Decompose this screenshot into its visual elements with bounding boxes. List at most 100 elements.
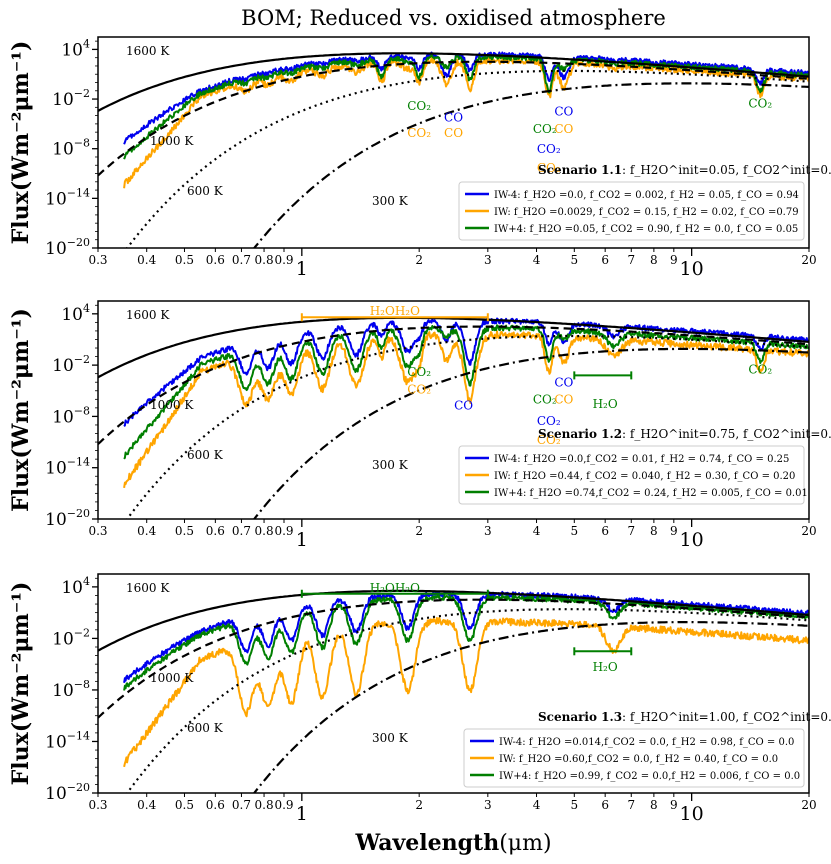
axes-frame [97,300,810,520]
y-tick-exp: −2 [74,353,90,366]
legend-box [458,445,805,505]
y-tick-exp: −2 [74,626,90,639]
x-tick-label: 7 [627,253,635,267]
y-tick-exp: −14 [67,186,90,199]
axes-frame [97,573,810,794]
band-annotation: H₂O [593,397,618,411]
y-tick-exp: −14 [67,456,90,469]
band-annotation: CO₂ [533,393,557,407]
y-tick-exp: 4 [83,37,90,50]
legend-entry-iw: IW: f_H2O =0.60,f_CO2 = 0.0, f_H2 = 0.40… [499,754,778,765]
y-tick-base: 10 [61,40,83,60]
legend-entry-iw-4: IW-4: f_H2O =0.0, f_CO2 = 0.002, f_H2 = … [494,190,799,201]
band-annotation: CO₂ [748,363,772,377]
axes-frame [97,36,810,249]
blackbody-1600k [98,52,809,112]
blackbody-label: 1000 K [150,134,194,148]
h2o-bar-label: H₂OH₂O [370,304,420,318]
y-tick-label: 10−8 [52,678,90,701]
chart-title: BOM; Reduced vs. oxidised atmosphere [241,6,666,30]
x-tick-label: 5 [570,798,578,812]
x-tick-label: 1 [296,529,308,551]
x-tick-label: 9 [670,798,678,812]
y-tick-base: 10 [45,732,67,752]
x-tick-label: 10 [680,803,704,825]
x-axis-label-unit: (μm) [499,831,551,856]
band-annotation: CO₂ [537,161,561,175]
y-axis-label: Flux(Wm⁻²μm⁻¹) [8,308,34,512]
x-tick-label: 8 [650,524,658,538]
x-tick-label: 0.8 [255,253,274,267]
x-tick-label: 2 [415,798,423,812]
h2o-bar-label: H₂OH₂O [370,581,420,595]
x-tick-label: 0.8 [255,524,274,538]
plot-area [98,316,809,519]
x-axis-label-name: Wavelength [354,830,499,856]
y-tick-label: 10−2 [52,353,90,376]
x-tick-label: 0.8 [255,798,274,812]
scenario-fractions: : f_H2O^init=1.00, f_CO2^init=0.0 [622,710,831,724]
y-tick-base: 10 [45,784,67,804]
y-tick-exp: −20 [67,236,90,249]
blackbody-label: 600 K [187,184,224,198]
blackbody-label: 600 K [187,448,224,462]
x-tick-label: 0.4 [137,253,156,267]
blackbody-1000k [98,325,809,445]
scenario-heading: Scenario 1.2: f_H2O^init=0.75, f_CO2^ini… [538,427,831,441]
x-tick-label: 9 [670,253,678,267]
band-annotation: CO₂ [533,122,557,136]
y-tick-label: 10−2 [52,87,90,110]
x-tick-label: 7 [627,524,635,538]
y-tick-label: 10−20 [45,781,90,804]
x-tick-label: 6 [601,798,609,812]
band-annotation: CO [554,122,573,136]
band-annotation: CO [444,126,463,140]
x-tick-label: 7 [627,798,635,812]
blackbody-label: 300 K [372,194,409,208]
y-tick-base: 10 [61,305,83,325]
legend-entry-iw: IW: f_H2O =0.44, f_CO2 = 0.040, f_H2 = 0… [494,471,795,482]
legend-entry-iw+4: IW+4: f_H2O =0.99, f_CO2 = 0.0,f_H2 = 0.… [499,771,800,782]
legend-entry-iw: IW: f_H2O =0.0029, f_CO2 = 0.15, f_H2 = … [494,207,799,218]
x-tick-label: 0.5 [175,253,194,267]
y-tick-base: 10 [45,239,67,259]
y-tick-label: 10−20 [45,507,90,530]
y-tick-label: 10−14 [45,456,90,479]
x-tick-label: 3 [484,524,492,538]
y-tick-base: 10 [61,578,83,598]
y-tick-exp: −8 [74,137,90,150]
spectrum-iw [123,56,809,189]
band-annotation: CO₂ [537,433,561,447]
band-annotation: CO₂ [537,142,561,156]
blackbody-label: 600 K [187,721,224,735]
x-tick-label: 4 [533,253,541,267]
band-annotation: CO₂ [407,365,431,379]
x-tick-label: 1 [296,258,308,280]
plot-area [98,51,809,248]
blackbody-1600k [98,589,809,652]
x-tick-label: 4 [533,798,541,812]
x-tick-label: 20 [801,253,816,267]
band-annotation: CO [554,375,573,389]
blackbody-label: 300 K [372,458,409,472]
y-tick-label: 10−8 [52,137,90,160]
x-tick-label: 0.5 [175,524,194,538]
x-tick-label: 4 [533,524,541,538]
x-tick-label: 20 [801,524,816,538]
x-tick-label: 0.3 [88,798,107,812]
band-annotation: CO₂ [407,99,431,113]
y-tick-base: 10 [45,189,67,209]
legend-box [463,728,805,788]
band-annotation: CO₂ [407,126,431,140]
y-tick-exp: −20 [67,507,90,520]
blackbody-label: 1600 K [126,44,170,58]
y-tick-base: 10 [52,356,74,376]
x-tick-label: 0.4 [137,798,156,812]
x-tick-label: 8 [650,798,658,812]
scenario-heading: Scenario 1.3: f_H2O^init=1.00, f_CO2^ini… [538,710,831,724]
blackbody-label: 1000 K [150,398,194,412]
y-axis-label: Flux(Wm⁻²μm⁻¹) [8,582,34,786]
plot-area [98,589,809,793]
